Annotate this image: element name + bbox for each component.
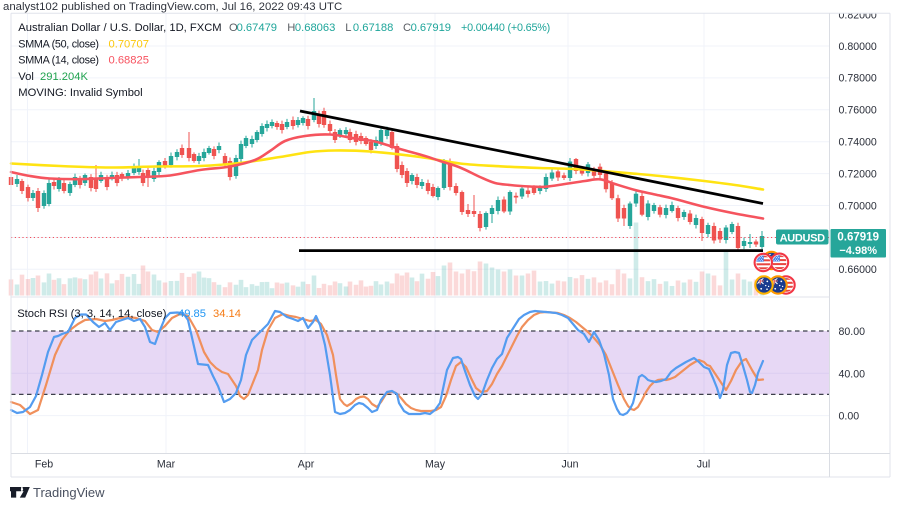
svg-text:0.00: 0.00 — [839, 411, 860, 423]
svg-text:0.67919: 0.67919 — [411, 22, 451, 34]
svg-text:Australian Dollar / U.S. Dolla: Australian Dollar / U.S. Dollar, 1D, FXC… — [18, 22, 221, 34]
svg-text:SMMA (50, close): SMMA (50, close) — [18, 39, 98, 51]
svg-text:Stoch RSI (3, 3, 14, 14, close: Stoch RSI (3, 3, 14, 14, close) — [17, 308, 167, 320]
svg-text:40.00: 40.00 — [839, 368, 866, 380]
svg-text:0.76000: 0.76000 — [839, 105, 877, 117]
svg-text:analyst102 published on Tradin: analyst102 published on TradingView.com,… — [3, 1, 342, 13]
svg-text:291.204K: 291.204K — [40, 71, 88, 83]
svg-text:+0.00440 (+0.65%): +0.00440 (+0.65%) — [461, 22, 550, 34]
svg-text:0.67919: 0.67919 — [837, 231, 879, 243]
svg-text:0.66000: 0.66000 — [839, 264, 877, 276]
svg-text:0.67479: 0.67479 — [237, 22, 277, 34]
svg-text:0.72000: 0.72000 — [839, 168, 877, 180]
svg-text:0.68063: 0.68063 — [295, 22, 335, 34]
svg-text:34.14: 34.14 — [213, 308, 241, 320]
svg-text:Mar: Mar — [157, 459, 176, 471]
svg-text:Feb: Feb — [35, 459, 53, 471]
svg-text:Apr: Apr — [298, 459, 315, 471]
svg-text:49.85: 49.85 — [178, 308, 206, 320]
svg-text:0.70000: 0.70000 — [839, 200, 877, 212]
svg-text:80.00: 80.00 — [839, 326, 866, 338]
svg-text:L: L — [345, 22, 351, 34]
svg-text:May: May — [425, 459, 446, 471]
svg-text:0.74000: 0.74000 — [839, 137, 877, 149]
svg-text:0.78000: 0.78000 — [839, 73, 877, 85]
svg-text:0.70707: 0.70707 — [109, 39, 149, 51]
svg-text:MOVING: Invalid Symbol: MOVING: Invalid Symbol — [18, 87, 142, 99]
svg-text:0.68825: 0.68825 — [109, 55, 149, 67]
svg-text:0.80000: 0.80000 — [839, 41, 877, 53]
svg-text:AUDUSD: AUDUSD — [780, 232, 826, 244]
svg-text:Vol: Vol — [18, 71, 34, 83]
svg-text:Jul: Jul — [697, 459, 711, 471]
svg-text:0.67188: 0.67188 — [353, 22, 393, 34]
svg-text:SMMA (14, close): SMMA (14, close) — [18, 55, 98, 67]
svg-text:TradingView: TradingView — [33, 485, 105, 500]
svg-text:Jun: Jun — [561, 459, 578, 471]
svg-text:−4.98%: −4.98% — [839, 245, 877, 257]
